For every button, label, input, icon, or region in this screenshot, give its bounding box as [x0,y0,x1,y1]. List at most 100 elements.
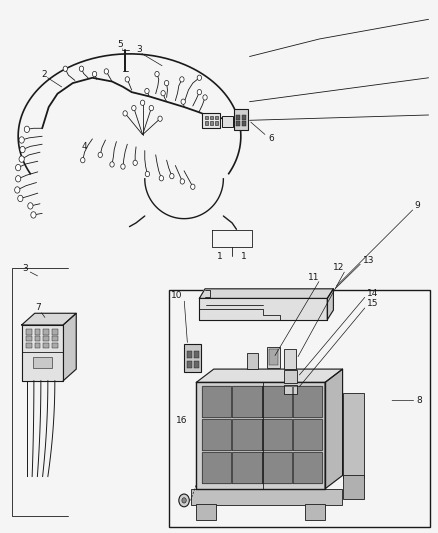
Bar [187,351,192,358]
Polygon shape [232,385,261,417]
Bar [267,348,280,368]
Bar [205,122,208,125]
Polygon shape [232,418,261,450]
Polygon shape [199,289,333,298]
Polygon shape [232,451,261,483]
Text: 13: 13 [363,256,374,264]
Polygon shape [293,451,322,483]
Text: 10: 10 [171,291,183,300]
Polygon shape [201,418,231,450]
Bar [210,116,213,119]
Bar [35,336,40,342]
Circle shape [14,187,20,193]
Bar [169,290,430,527]
Bar [205,116,208,119]
Bar [52,329,58,335]
Text: 12: 12 [333,263,345,272]
Text: 1: 1 [217,253,223,261]
Bar [194,351,199,358]
Bar [43,329,49,335]
Circle shape [155,71,159,77]
Bar [52,336,58,342]
Circle shape [141,100,145,106]
Bar [242,115,246,120]
Circle shape [133,160,138,165]
Bar [215,122,218,125]
Circle shape [149,106,153,111]
Bar [284,350,296,368]
Polygon shape [199,298,327,320]
Polygon shape [293,418,322,450]
Bar [234,109,248,131]
Polygon shape [262,418,292,450]
Circle shape [203,95,207,100]
Circle shape [123,111,127,116]
Text: 3: 3 [136,45,142,54]
Bar [26,343,32,349]
Polygon shape [293,385,322,417]
Circle shape [81,158,85,163]
Polygon shape [325,369,343,489]
Circle shape [158,116,162,122]
Polygon shape [196,382,325,489]
Text: 4: 4 [82,142,87,151]
Bar [284,384,297,394]
Bar [343,475,364,499]
Text: 15: 15 [367,299,379,308]
Circle shape [110,162,114,167]
Circle shape [181,99,185,104]
Text: 3: 3 [23,264,28,272]
Circle shape [15,165,21,171]
Bar [184,344,201,372]
Bar [35,343,40,349]
Circle shape [20,147,25,153]
Circle shape [164,80,169,86]
Circle shape [132,106,136,111]
Polygon shape [262,385,292,417]
Bar [305,504,325,520]
Bar [242,122,246,126]
Circle shape [170,173,174,179]
Bar [284,369,297,383]
Circle shape [145,88,149,94]
Bar [237,115,240,120]
Circle shape [159,175,163,181]
Bar [202,114,220,128]
Bar [32,357,52,368]
Circle shape [145,171,150,176]
Bar [196,504,216,520]
Text: 8: 8 [416,396,422,405]
Circle shape [179,494,189,507]
Bar [269,350,279,366]
Bar [343,393,364,478]
Circle shape [180,77,184,82]
Circle shape [18,195,23,201]
Circle shape [182,498,186,503]
Circle shape [121,164,125,169]
Text: 16: 16 [176,416,187,425]
Text: 11: 11 [308,273,319,281]
Bar [237,122,240,126]
Bar [43,336,49,342]
Text: 7: 7 [35,303,41,312]
Circle shape [79,66,84,71]
Circle shape [28,203,33,209]
Bar [26,336,32,342]
Circle shape [63,66,67,71]
Bar [187,361,192,368]
Circle shape [197,75,201,80]
Polygon shape [196,369,343,382]
Text: 1: 1 [241,253,247,261]
Polygon shape [21,313,76,325]
Circle shape [19,137,24,143]
Circle shape [191,184,195,189]
Bar [215,116,218,119]
Circle shape [104,69,109,74]
Circle shape [19,156,24,163]
Circle shape [98,152,102,158]
Bar [222,116,233,127]
Text: 6: 6 [268,134,274,143]
Polygon shape [327,289,333,320]
Bar [247,353,258,368]
Bar [35,329,40,335]
